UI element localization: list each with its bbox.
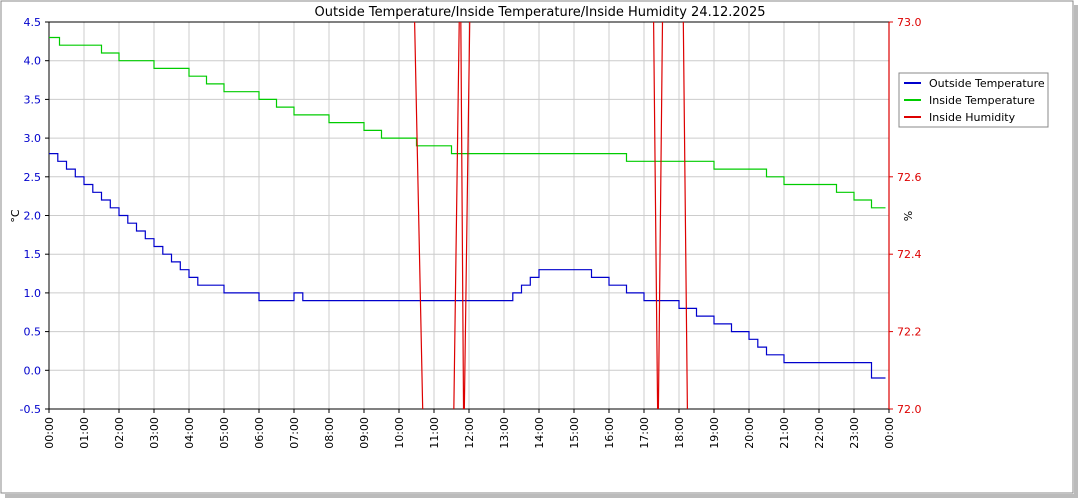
x-tick-label: 02:00 <box>113 417 126 449</box>
y-tick-label: 3.5 <box>24 93 42 106</box>
series-line-outside-temperature <box>49 153 886 379</box>
series-line-inside-temperature <box>49 36 886 209</box>
y-tick-label: 3.0 <box>24 132 42 145</box>
x-tick-label: 17:00 <box>638 417 651 449</box>
x-tick-label: 03:00 <box>148 417 161 449</box>
chart-title: Outside Temperature/Inside Temperature/I… <box>315 5 766 20</box>
x-tick-label: 18:00 <box>673 417 686 449</box>
y2-tick-label: 72.2 <box>897 326 922 339</box>
x-tick-label: 13:00 <box>498 417 511 449</box>
chart-shadow-bottom <box>5 494 1078 498</box>
legend: Outside Temperature Inside Temperature I… <box>898 72 1049 128</box>
x-tick-label: 01:00 <box>78 417 91 449</box>
x-tick-label: 05:00 <box>218 417 231 449</box>
x-tick-label: 15:00 <box>568 417 581 449</box>
right-axis-label: % <box>902 211 915 221</box>
right-axis: 72.0 72.2 72.4 72.6 73.0 <box>889 16 922 416</box>
y2-tick-label: 72.0 <box>897 403 922 416</box>
x-tick-label: 08:00 <box>323 417 336 449</box>
y-tick-label: 0.0 <box>24 364 42 377</box>
x-tick-label: 16:00 <box>603 417 616 449</box>
x-tick-label: 22:00 <box>813 417 826 449</box>
x-tick-label: 11:00 <box>428 417 441 449</box>
left-axis: -0.5 0.0 0.5 1.0 1.5 2.0 2.5 3.0 3.5 4.0 4.5 <box>20 16 49 416</box>
x-tick-label: 06:00 <box>253 417 266 449</box>
legend-label-inside-temperature: Inside Temperature <box>929 94 1035 107</box>
y2-tick-label: 72.6 <box>897 171 922 184</box>
series-group <box>49 22 886 409</box>
left-axis-label: °C <box>9 209 22 223</box>
y-tick-label: 0.5 <box>24 326 42 339</box>
x-tick-label: 12:00 <box>463 417 476 449</box>
y-tick-label: 2.5 <box>24 171 42 184</box>
y-tick-label: -0.5 <box>20 403 41 416</box>
y2-tick-label: 73.0 <box>897 16 922 29</box>
x-tick-label: 23:00 <box>848 417 861 449</box>
x-tick-label: 09:00 <box>358 417 371 449</box>
x-tick-label: 07:00 <box>288 417 301 449</box>
x-tick-label: 19:00 <box>708 417 721 449</box>
series-line-inside-humidity <box>414 22 688 409</box>
x-axis: 00:00 01:00 02:00 03:00 04:00 05:00 06:00 07:00… <box>43 409 896 449</box>
y-tick-label: 4.5 <box>24 16 42 29</box>
x-tick-label: 04:00 <box>183 417 196 449</box>
x-tick-label: 14:00 <box>533 417 546 449</box>
y-tick-label: 1.5 <box>24 248 42 261</box>
x-tick-label: 00:00 <box>43 417 56 449</box>
x-tick-label: 21:00 <box>778 417 791 449</box>
x-tick-label: 00:00 <box>883 417 896 449</box>
y-tick-label: 4.0 <box>24 55 42 68</box>
y2-tick-label: 72.4 <box>897 248 922 261</box>
y-tick-label: 2.0 <box>24 210 42 223</box>
chart-shadow-right <box>1074 5 1078 497</box>
legend-label-inside-humidity: Inside Humidity <box>929 111 1016 124</box>
legend-label-outside-temperature: Outside Temperature <box>929 77 1045 90</box>
x-tick-label: 10:00 <box>393 417 406 449</box>
legend-box <box>898 72 1049 128</box>
y-tick-label: 1.0 <box>24 287 42 300</box>
x-tick-label: 20:00 <box>743 417 756 449</box>
